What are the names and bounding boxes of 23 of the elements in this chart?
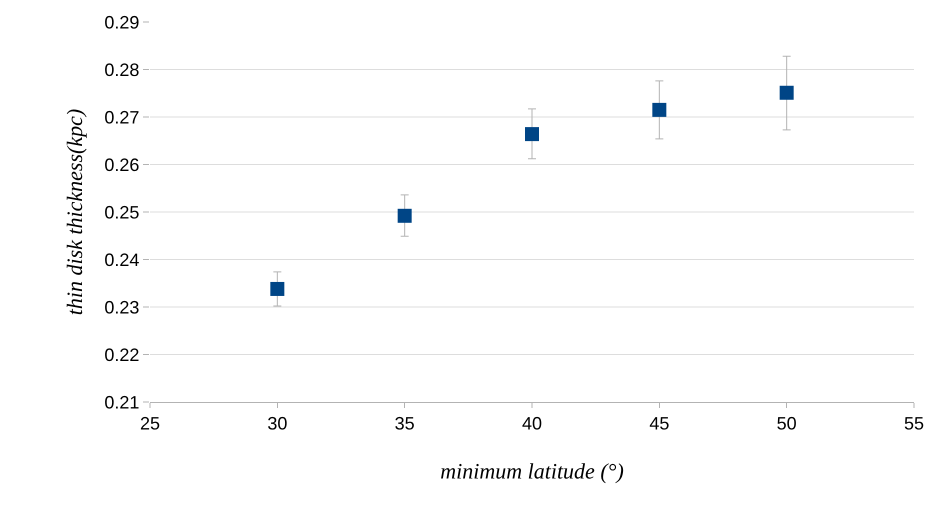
point: [652, 102, 666, 117]
x-tick-label: 55: [904, 414, 924, 434]
point: [780, 86, 794, 100]
x-tick-label: 25: [140, 414, 160, 434]
x-axis-title: minimum latitude (°): [440, 458, 624, 484]
y-tick-label: 0.23: [104, 297, 140, 318]
point: [270, 282, 284, 296]
y-tick-label: 0.22: [104, 344, 140, 365]
y-tick-label: 0.21: [104, 392, 140, 412]
y-tick-label: 0.28: [104, 60, 140, 80]
point: [525, 127, 539, 142]
x-tick-label: 35: [394, 414, 415, 434]
point: [398, 208, 412, 223]
y-tick-label: 0.29: [104, 12, 140, 32]
y-tick-label: 0.24: [104, 250, 140, 270]
x-tick-label: 40: [522, 414, 542, 434]
y-tick-label: 0.26: [104, 154, 140, 175]
y-tick-label: 0.27: [104, 107, 140, 128]
x-tick-label: 45: [649, 414, 670, 434]
y-tick-label: 0.25: [104, 202, 140, 222]
x-tick-label: 30: [267, 414, 288, 434]
x-tick-label: 50: [776, 414, 797, 434]
y-axis-title: thin disk thickness(kpc): [62, 108, 88, 316]
